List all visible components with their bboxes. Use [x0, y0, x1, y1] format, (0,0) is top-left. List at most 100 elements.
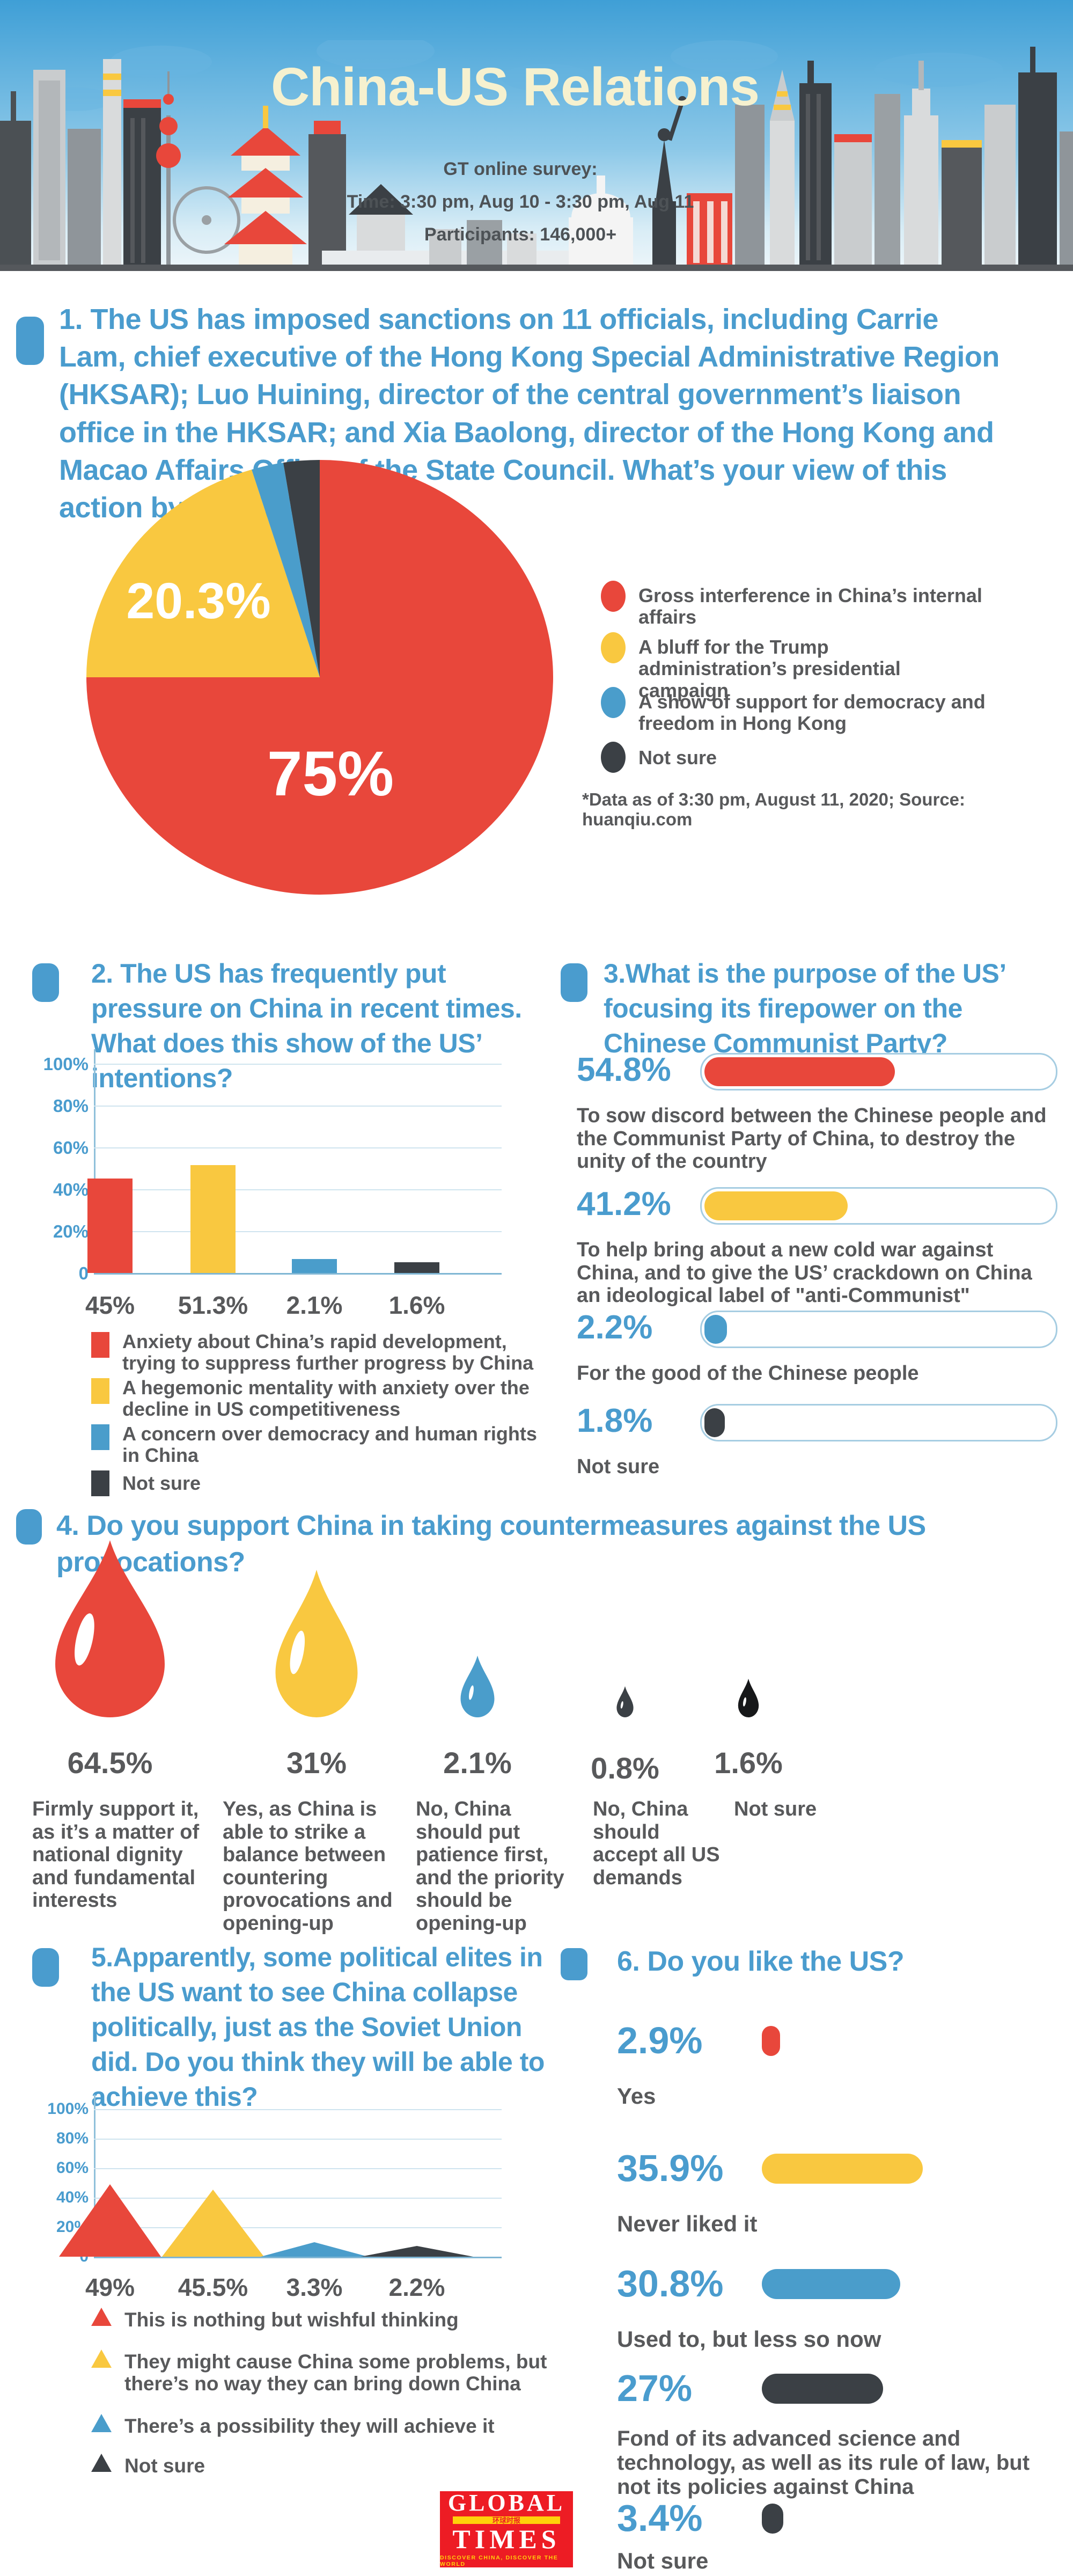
q2-legend-item: Not sure: [122, 1472, 201, 1494]
q3-pill: [700, 1053, 1057, 1091]
y-tick: 60%: [53, 1138, 89, 1158]
header-banner: China-US Relations GT online survey: Tim…: [0, 0, 1073, 271]
q5-legend-item: Not sure: [124, 2455, 205, 2477]
q2-value-label: 2.1%: [286, 1291, 343, 1319]
pie-label-secondary: 20.3%: [126, 573, 270, 630]
logo-chinese-bar: 环球时报: [453, 2516, 560, 2524]
q5-triangle-blue: [261, 2242, 368, 2257]
question4-text: 4. Do you support China in taking counte…: [56, 1510, 926, 1578]
question3-bullet-icon: [561, 963, 587, 1002]
q3-value: 54.8%: [577, 1051, 671, 1088]
q4-item-label: Firmly support it, as it’s a matter of n…: [32, 1798, 200, 1912]
question2-text: 2. The US has frequently put pressure on…: [91, 958, 522, 1093]
q6-value: 3.4%: [617, 2497, 703, 2539]
legend-item: A show of support for democracy and free…: [638, 691, 986, 735]
droplet-blue: [460, 1656, 495, 1717]
q4-droplet-chart: [55, 1540, 759, 1717]
q3-value: 1.8%: [577, 1402, 653, 1439]
q3-pill-fill-dark: [704, 1408, 725, 1437]
q6-bar-blue: [762, 2269, 900, 2299]
q4-value: 0.8%: [591, 1751, 659, 1785]
pie-slice-blue: [252, 463, 320, 677]
q4-value: 64.5%: [67, 1746, 153, 1780]
pie-slice-yellow: [86, 470, 320, 677]
question6-text: 6. Do you like the US?: [617, 1946, 905, 1977]
q6-value: 2.9%: [617, 2019, 703, 2061]
q5-triangle-chart: 100% 80% 60% 40% 20% 0 49% 45.5% 3.3% 2.…: [32, 2090, 526, 2321]
logo-text-times: TIMES: [452, 2524, 561, 2554]
question3-text: 3.What is the purpose of the US’ focusin…: [604, 958, 1005, 1058]
legend-item: Gross interference in China’s internal a…: [638, 584, 982, 628]
q5-value-label: 2.2%: [388, 2273, 445, 2301]
q5-value-label: 49%: [85, 2273, 135, 2301]
droplet-gray: [616, 1686, 634, 1717]
legend-item: A bluff for the Trump administration’s p…: [638, 636, 901, 701]
survey-time: Time: 3:30 pm, Aug 10 - 3:30 pm, Aug 11: [347, 192, 694, 213]
q2-legend-swatch-blue: [91, 1424, 109, 1450]
q2-legend-item: A hegemonic mentality with anxiety over …: [122, 1377, 530, 1421]
q6-value: 30.8%: [617, 2263, 724, 2304]
droplet-red: [55, 1540, 165, 1717]
q4-item-label: Yes, as China is able to strike a balanc…: [223, 1798, 393, 1935]
q6-bar-yellow: [762, 2154, 923, 2184]
q2-bar-chart: 100% 80% 60% 40% 20% 0 45% 51.3% 2.1% 1.…: [32, 1046, 526, 1347]
q5-value-label: 45.5%: [178, 2273, 248, 2301]
page-title: China-US Relations: [271, 57, 760, 117]
q3-item-label: To sow discord between the Chinese peopl…: [577, 1104, 1047, 1173]
y-tick: 100%: [43, 1054, 89, 1074]
q5-legend-tri-dark: [91, 2454, 112, 2472]
q2-value-label: 51.3%: [178, 1291, 248, 1319]
survey-participants: Participants: 146,000+: [424, 224, 617, 245]
q6-item-label: Fond of its advanced science and technol…: [617, 2427, 1030, 2499]
q2-legend-item: A concern over democracy and human right…: [122, 1423, 537, 1467]
y-tick: 0: [78, 1263, 89, 1283]
q6-item-label: Yes: [617, 2083, 656, 2109]
logo-text-global: GLOBAL: [447, 2490, 565, 2516]
q5-triangle-dark: [361, 2246, 473, 2257]
q3-pill: [700, 1311, 1057, 1348]
q4-value: 1.6%: [714, 1746, 783, 1780]
q2-legend-item: Anxiety about China’s rapid development,…: [122, 1330, 534, 1374]
q1-pie-chart: 20.3% 75%: [86, 460, 553, 895]
survey-label: GT online survey:: [443, 159, 598, 179]
skyline-illustration: [0, 40, 1073, 271]
y-tick: 40%: [53, 1180, 89, 1199]
y-tick: 20%: [53, 1221, 89, 1241]
q3-pill: [700, 1404, 1057, 1441]
question2-bullet-icon: [32, 963, 59, 1002]
q6-bar-dark: [762, 2374, 883, 2404]
q2-legend-swatch-dark: [91, 1470, 109, 1496]
q6-bar-red: [762, 2026, 780, 2056]
question6-bullet-icon: [561, 1948, 587, 1980]
question4-bullet-icon: [16, 1509, 42, 1545]
q5-legend-tri-yellow: [91, 2350, 112, 2368]
question5-text: 5.Apparently, some political elites in t…: [91, 1942, 545, 2112]
q4-item-label: No, China should put patience first, and…: [416, 1798, 564, 1935]
q3-pill-fill-blue: [704, 1315, 727, 1344]
question1-bullet-icon: [16, 317, 44, 365]
y-tick: 60%: [56, 2159, 89, 2177]
q6-item-label: Not sure: [617, 2548, 709, 2573]
q6-bar-dark-small: [762, 2504, 783, 2534]
q5-legend-tri-blue: [91, 2414, 112, 2432]
data-footnote: *Data as of 3:30 pm, August 11, 2020; So…: [582, 789, 966, 829]
q4-item-label: Not sure: [734, 1798, 817, 1820]
q5-legend-tri-red: [91, 2308, 112, 2326]
question5-bullet-icon: [32, 1948, 59, 1987]
q6-item-label: Used to, but less so now: [617, 2326, 881, 2352]
q3-item-label: To help bring about a new cold war again…: [577, 1239, 1032, 1307]
q6-item-label: Never liked it: [617, 2211, 758, 2236]
q5-legend-item: They might cause China some problems, bu…: [124, 2351, 547, 2395]
q2-value-label: 45%: [85, 1291, 135, 1319]
q4-value: 2.1%: [443, 1746, 512, 1780]
q2-legend-swatch-yellow: [91, 1378, 109, 1404]
legend-item: Not sure: [638, 747, 717, 769]
legend-dot-dark: [601, 742, 626, 773]
droplet-yellow: [275, 1570, 358, 1717]
q2-bar-yellow: [190, 1165, 236, 1273]
survey-info: GT online survey: Time: 3:30 pm, Aug 10 …: [279, 153, 762, 252]
q2-bar-blue: [292, 1259, 337, 1273]
pie-label-main: 75%: [267, 738, 394, 809]
y-tick: 80%: [53, 1096, 89, 1116]
q6-value: 35.9%: [617, 2147, 724, 2189]
